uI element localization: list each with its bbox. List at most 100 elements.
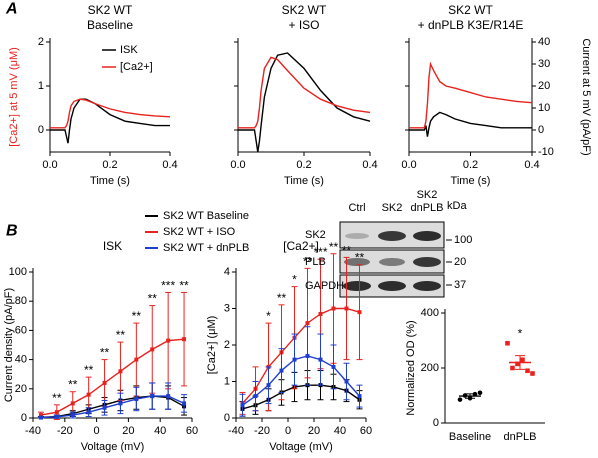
blot-marker: 37 bbox=[454, 279, 466, 291]
legend-label: [Ca2+] bbox=[120, 61, 153, 73]
data-point bbox=[150, 347, 155, 352]
data-point bbox=[292, 357, 297, 362]
blot-band bbox=[344, 258, 370, 266]
panel-label: A bbox=[5, 1, 18, 18]
y-tick-label: 20 bbox=[15, 383, 27, 395]
x-tick-label: 0 bbox=[285, 425, 291, 437]
data-point bbox=[357, 394, 362, 399]
y-tick-label: 0 bbox=[21, 412, 27, 424]
x-tick-label: -20 bbox=[254, 425, 270, 437]
x-tick-label: 0.4 bbox=[524, 159, 539, 171]
panel-label: B bbox=[6, 223, 18, 240]
blot-band bbox=[379, 258, 405, 266]
y-tick-label: 3 bbox=[224, 303, 230, 315]
significance: ** bbox=[100, 346, 110, 360]
data-point bbox=[102, 380, 107, 385]
y-axis-label: Normalized OD (%) bbox=[405, 320, 417, 415]
y2-tick-label: 40 bbox=[538, 36, 550, 48]
y-tick-label: 1 bbox=[224, 376, 230, 388]
trace-line bbox=[409, 111, 532, 137]
western-blot bbox=[339, 221, 445, 298]
trace-line bbox=[50, 98, 171, 129]
x-tick-label: Baseline bbox=[449, 431, 491, 443]
x-tick-label: 0 bbox=[94, 425, 100, 437]
data-point bbox=[38, 415, 43, 420]
trace-line bbox=[409, 61, 533, 129]
data-point bbox=[357, 310, 362, 315]
data-point bbox=[54, 414, 59, 419]
x-tick-label: 0.4 bbox=[162, 159, 177, 171]
y-tick-label: 40 bbox=[15, 354, 27, 366]
panel-title: Baseline bbox=[87, 18, 133, 32]
x-axis-label: Time (s) bbox=[451, 175, 491, 187]
data-point bbox=[118, 369, 123, 374]
data-point bbox=[318, 357, 323, 362]
significance: ** bbox=[84, 363, 94, 377]
y-tick-label: 4 bbox=[224, 266, 230, 278]
fit-line bbox=[40, 338, 185, 416]
y2-tick-label: 20 bbox=[538, 80, 550, 92]
y-tick-label: 0 bbox=[38, 124, 44, 136]
x-axis-label: Time (s) bbox=[90, 175, 130, 187]
trace-line bbox=[50, 98, 170, 144]
x-axis-label: Time (s) bbox=[284, 175, 324, 187]
fit-line bbox=[40, 395, 185, 419]
y-tick-label: 80 bbox=[15, 295, 27, 307]
data-point bbox=[305, 353, 310, 358]
data-point bbox=[134, 357, 139, 362]
significance: ** bbox=[132, 309, 142, 323]
panel-title: + ISO bbox=[288, 18, 319, 32]
x-tick-label: -40 bbox=[228, 425, 244, 437]
x-tick-label: -40 bbox=[25, 425, 41, 437]
x-tick-label: dnPLB bbox=[503, 431, 536, 443]
y-axis-label: Current density (pA/pF) bbox=[3, 288, 15, 402]
blot-band bbox=[413, 231, 441, 241]
x-tick-label: 60 bbox=[186, 425, 198, 437]
x-tick-label: 0.2 bbox=[296, 159, 311, 171]
blot-marker: 20 bbox=[454, 256, 466, 268]
blot-band bbox=[413, 281, 441, 291]
data-point bbox=[505, 340, 510, 346]
data-point bbox=[102, 405, 107, 410]
fit-line bbox=[241, 307, 360, 404]
blot-column-label: dnPLB bbox=[410, 202, 443, 214]
y-axis-label: [Ca2+] at 5 mV (μM) bbox=[8, 47, 20, 147]
significance: ** bbox=[179, 278, 189, 292]
y-tick-label: 60 bbox=[15, 324, 27, 336]
significance: ** bbox=[52, 391, 62, 405]
data-point bbox=[38, 413, 43, 418]
legend-label: SK2 WT + ISO bbox=[163, 226, 236, 238]
data-point bbox=[86, 410, 91, 415]
data-point bbox=[150, 394, 155, 399]
y2-axis-label: Current at 5 mV (pA/pF) bbox=[580, 38, 592, 155]
y-tick-label: 2 bbox=[38, 36, 44, 48]
blot-band bbox=[378, 281, 406, 291]
significance: ** bbox=[68, 378, 78, 392]
x-axis-label: Voltage (mV) bbox=[269, 441, 333, 453]
significance: ** bbox=[116, 328, 126, 342]
legend-label: SK2 WT + dnPLB bbox=[163, 242, 249, 254]
legend-label: SK2 WT Baseline bbox=[163, 210, 249, 222]
fit-line bbox=[40, 395, 185, 418]
y2-tick-label: 30 bbox=[538, 58, 550, 70]
panel-title: SK2 WT bbox=[282, 3, 327, 17]
data-point bbox=[253, 394, 258, 399]
data-point bbox=[134, 397, 139, 402]
fit-line bbox=[242, 384, 360, 410]
blot-band bbox=[378, 231, 406, 241]
x-tick-label: 40 bbox=[154, 425, 166, 437]
blot-unit: kDa bbox=[447, 200, 467, 212]
data-point bbox=[520, 357, 525, 363]
data-point bbox=[331, 364, 336, 369]
data-point bbox=[477, 390, 483, 396]
data-point bbox=[182, 401, 187, 406]
x-tick-label: 0.0 bbox=[401, 159, 416, 171]
blot-row-label: GAPDH bbox=[305, 280, 344, 292]
data-point bbox=[70, 401, 75, 406]
x-tick-label: 0.0 bbox=[230, 159, 245, 171]
blot-column-label: Ctrl bbox=[348, 202, 365, 214]
data-point bbox=[118, 401, 123, 406]
data-point bbox=[331, 306, 336, 311]
y-tick-label: 2 bbox=[224, 339, 230, 351]
